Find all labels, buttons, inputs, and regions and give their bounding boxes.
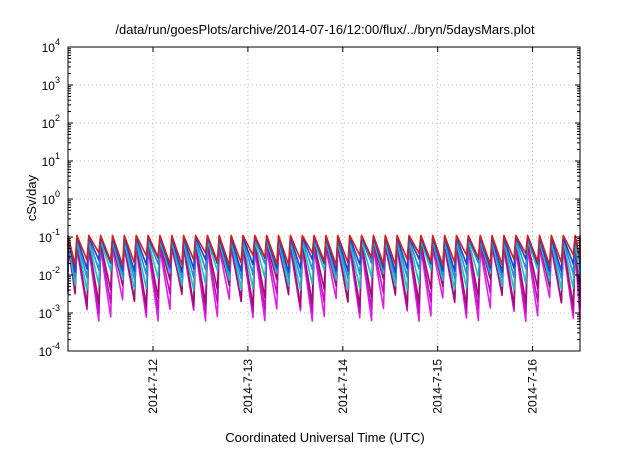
y-axis: 10-4 10-3 10-2 10-1 100 101 102 103 104 [39,37,580,359]
y-tick-label: 102 [42,113,60,131]
y-tick-label: 10-4 [39,341,60,359]
x-axis-label: Coordinated Universal Time (UTC) [225,430,424,445]
x-tick-label: 2014-7-12 [146,359,160,414]
x-tick-label: 2014-7-15 [431,359,445,414]
y-axis-label: cSv/day [24,174,39,221]
y-tick-label: 101 [42,151,60,169]
x-tick-label: 2014-7-13 [241,359,255,414]
y-tick-label: 10-1 [39,227,60,245]
y-tick-label: 10-2 [39,265,60,283]
series-layer [67,234,581,323]
chart-title: /data/run/goesPlots/archive/2014-07-16/1… [115,22,535,37]
y-tick-label: 104 [42,37,60,55]
x-tick-label: 2014-7-14 [336,359,350,414]
x-axis: 2014-7-12 2014-7-13 2014-7-14 2014-7-15 2014… [146,47,540,414]
x-tick-label: 2014-7-16 [526,359,540,414]
series-line [67,234,581,267]
y-tick-label: 100 [42,189,60,207]
y-tick-label: 10-3 [39,303,60,321]
y-tick-label: 103 [42,75,60,93]
